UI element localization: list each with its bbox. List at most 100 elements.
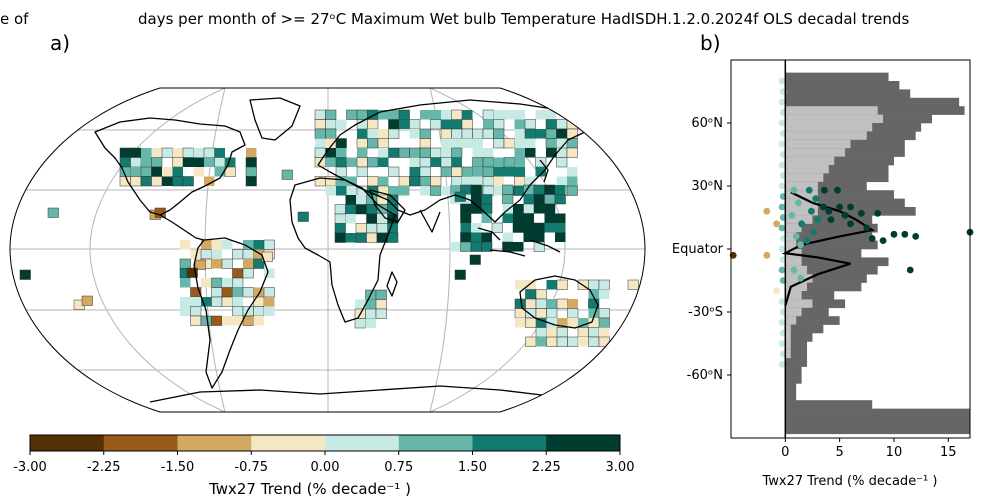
- coverage-bars: [785, 72, 970, 435]
- map-cell: [546, 336, 558, 347]
- colorbar-bin: [472, 435, 547, 451]
- map-cell: [567, 110, 578, 120]
- map-cell: [375, 289, 387, 300]
- zonal-point: [874, 209, 882, 217]
- map-cell: [245, 166, 257, 177]
- map-cell: [470, 184, 482, 195]
- zonal-point: [763, 251, 771, 259]
- map-cell: [430, 185, 442, 196]
- map-cell: [451, 157, 462, 167]
- map-cell: [598, 308, 610, 319]
- map-cell: [504, 167, 515, 177]
- map-cell: [377, 138, 389, 149]
- map-cell: [264, 297, 275, 307]
- map-cell: [419, 157, 431, 168]
- map-cell: [525, 280, 536, 290]
- map-cell: [180, 306, 191, 316]
- coverage-bar-land: [785, 333, 813, 342]
- coverage-bar-land: [785, 81, 900, 90]
- map-cell: [567, 167, 578, 177]
- coverage-bar-obs: [785, 333, 791, 342]
- map-cell: [544, 213, 555, 223]
- zonal-point: [906, 266, 914, 274]
- map-cell: [172, 148, 183, 158]
- map-cell: [180, 297, 191, 307]
- map-cell: [214, 157, 226, 168]
- map-cell: [567, 299, 578, 309]
- map-cell: [325, 119, 337, 130]
- map-cell: [336, 119, 347, 129]
- map-cell: [451, 109, 463, 120]
- map-cell: [355, 204, 367, 215]
- coverage-bar-land: [785, 383, 797, 393]
- coverage-bar-obs: [785, 257, 802, 267]
- map-cell: [377, 214, 388, 224]
- coverage-bar-land: [785, 366, 802, 376]
- map-cell: [482, 109, 494, 120]
- zonal-point: [827, 216, 835, 224]
- map-cell: [264, 306, 275, 316]
- map-cell: [470, 241, 482, 252]
- map-cell: [193, 157, 204, 167]
- coverage-bar-obs: [785, 148, 846, 157]
- coverage-bar-obs: [785, 316, 797, 325]
- map-cell: [366, 223, 378, 234]
- zonal-point: [790, 266, 798, 274]
- coverage-bar-obs: [785, 139, 851, 149]
- map-cell: [140, 166, 152, 177]
- map-cell: [387, 194, 399, 205]
- zonal-point: [778, 161, 786, 169]
- map-cell: [523, 194, 534, 204]
- coverage-bar-obs: [785, 156, 835, 166]
- map-cell: [221, 258, 233, 269]
- map-cell: [451, 147, 463, 158]
- map-cell: [232, 277, 244, 288]
- map-cell: [253, 306, 265, 317]
- coverage-bar-land: [785, 89, 911, 99]
- map-cell: [523, 213, 534, 223]
- map-cell: [515, 280, 526, 290]
- map-cell: [493, 110, 504, 120]
- map-cell: [365, 318, 376, 328]
- map-cell: [182, 176, 194, 187]
- zonal-point: [794, 199, 802, 207]
- map-cell: [546, 280, 557, 290]
- map-cell: [151, 157, 163, 168]
- x-axis: 0 5 10 15: [781, 438, 957, 460]
- coverage-bar-land: [785, 173, 889, 183]
- coverage-bar-land: [785, 97, 960, 107]
- map-cell: [253, 287, 264, 297]
- map-cell: [325, 186, 336, 196]
- zonal-point: [803, 237, 811, 245]
- colorbar-bin: [30, 435, 105, 451]
- map-cell: [588, 318, 599, 328]
- coverage-bar-land: [785, 190, 894, 199]
- map-cell: [525, 298, 537, 309]
- coverage-bar-land: [785, 156, 894, 166]
- map-cell: [555, 232, 566, 242]
- zonal-point: [821, 186, 828, 194]
- map-cell: [263, 287, 275, 298]
- zonal-point: [810, 228, 817, 236]
- coverage-bar-obs: [785, 349, 791, 359]
- coverage-bar-land: [785, 316, 840, 325]
- zonal-point: [778, 245, 786, 253]
- map-cell: [450, 242, 461, 252]
- map-cell: [211, 287, 223, 298]
- map-cell: [388, 147, 400, 158]
- map-cell: [441, 138, 452, 148]
- map-cell: [536, 318, 547, 328]
- map-cell: [502, 232, 513, 242]
- map-cell: [533, 194, 545, 205]
- map-cell: [460, 203, 472, 214]
- map-cell: [598, 317, 610, 328]
- coverage-bar-land: [785, 417, 970, 426]
- map-cell: [314, 109, 326, 120]
- map-cell: [190, 306, 202, 317]
- map-cell: [515, 318, 526, 328]
- coverage-bar-obs: [785, 173, 824, 183]
- map-cell: [325, 109, 337, 120]
- map-cell: [534, 204, 545, 214]
- map-cell: [356, 109, 368, 120]
- map-cell: [419, 166, 431, 177]
